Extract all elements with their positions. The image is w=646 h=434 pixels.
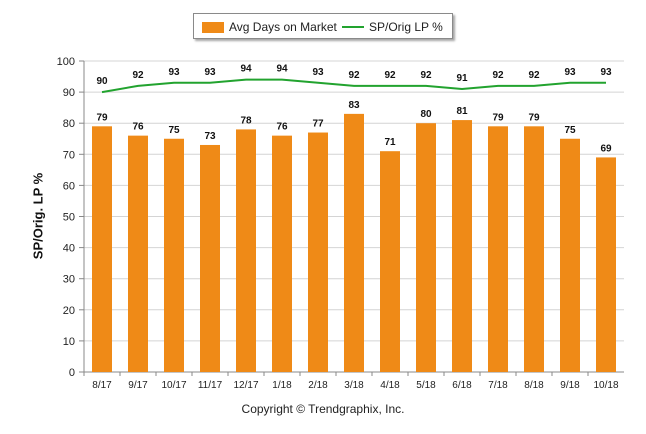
copyright-text: Copyright © Trendgraphix, Inc.: [241, 402, 405, 416]
bar: [560, 138, 580, 372]
line-value-label: 93: [312, 67, 324, 78]
y-axis-label: SP/Orig. LP %: [30, 172, 46, 260]
y-tick-label: 100: [57, 56, 75, 68]
y-tick-label: 20: [63, 305, 75, 317]
bar: [236, 129, 256, 372]
x-tick-label: 2/18: [308, 380, 328, 391]
y-tick-label: 0: [69, 367, 75, 379]
bar: [524, 126, 544, 372]
bar-value-label: 79: [528, 112, 540, 123]
line-value-label: 94: [276, 64, 288, 75]
line-value-label: 91: [456, 73, 468, 84]
x-tick-label: 8/17: [92, 380, 112, 391]
bar: [344, 113, 364, 373]
legend: Avg Days on Market SP/Orig LP %: [193, 13, 453, 39]
legend-swatch-line: [342, 26, 364, 28]
x-tick-label: 4/18: [380, 380, 400, 391]
y-tick-label: 60: [63, 180, 75, 192]
x-tick-label: 8/18: [524, 380, 544, 391]
line-value-label: 93: [564, 67, 576, 78]
line-value-label: 92: [528, 70, 540, 81]
line-value-label: 93: [168, 67, 180, 78]
y-tick-label: 10: [63, 336, 75, 348]
x-tick-label: 3/18: [344, 380, 364, 391]
bar: [128, 135, 148, 372]
bar-value-label: 69: [600, 143, 612, 154]
line-value-label: 90: [96, 76, 108, 87]
y-tick-label: 70: [63, 149, 75, 161]
y-tick-label: 40: [63, 243, 75, 255]
bar-value-label: 83: [348, 100, 360, 111]
bar: [416, 123, 436, 372]
x-tick-label: 9/18: [560, 380, 580, 391]
x-tick-label: 1/18: [272, 380, 292, 391]
x-tick-label: 6/18: [452, 380, 472, 391]
bar-value-label: 75: [168, 125, 180, 136]
line-value-label: 92: [384, 70, 396, 81]
bar: [164, 138, 184, 372]
line-value-label: 92: [420, 70, 432, 81]
bar-value-label: 79: [96, 112, 108, 123]
legend-item-sp-orig: SP/Orig LP %: [342, 20, 443, 34]
bar: [380, 151, 400, 372]
legend-label-avg-days: Avg Days on Market: [229, 20, 337, 34]
bar-value-label: 80: [420, 109, 432, 120]
line-value-label: 92: [492, 70, 504, 81]
legend-item-avg-days: Avg Days on Market: [202, 20, 337, 34]
x-tick-label: 10/18: [593, 380, 618, 391]
bar-value-label: 73: [204, 131, 216, 142]
bar-value-label: 76: [132, 122, 144, 133]
y-tick-label: 80: [63, 118, 75, 130]
y-tick-label: 90: [63, 87, 75, 99]
x-tick-label: 5/18: [416, 380, 436, 391]
bar-value-label: 76: [276, 122, 288, 133]
x-tick-label: 12/17: [233, 380, 258, 391]
bar: [92, 126, 112, 372]
legend-label-sp-orig: SP/Orig LP %: [369, 20, 443, 34]
legend-swatch-bar: [202, 21, 224, 33]
series-line-sp-orig: [101, 78, 606, 94]
y-tick-label: 30: [63, 274, 75, 286]
line-value-label: 92: [348, 70, 360, 81]
x-tick-label: 9/17: [128, 380, 148, 391]
line-value-label: 93: [204, 67, 216, 78]
bar: [308, 132, 328, 372]
bar: [488, 126, 508, 372]
x-tick-label: 7/18: [488, 380, 508, 391]
line-value-label: 94: [240, 64, 252, 75]
bar-value-label: 79: [492, 112, 504, 123]
bar-value-label: 77: [312, 119, 324, 130]
y-tick-label: 50: [63, 212, 75, 224]
bar: [272, 135, 292, 372]
x-tick-label: 11/17: [198, 380, 223, 391]
bar: [452, 120, 472, 372]
x-tick-label: 10/17: [161, 380, 186, 391]
line-value-label: 92: [132, 70, 144, 81]
bar: [596, 157, 616, 372]
bar-value-label: 71: [384, 137, 396, 148]
bar-value-label: 78: [240, 115, 252, 126]
line-value-label: 93: [600, 67, 612, 78]
bar-value-label: 81: [456, 106, 468, 117]
bar-value-label: 75: [564, 125, 576, 136]
bar: [200, 144, 220, 372]
